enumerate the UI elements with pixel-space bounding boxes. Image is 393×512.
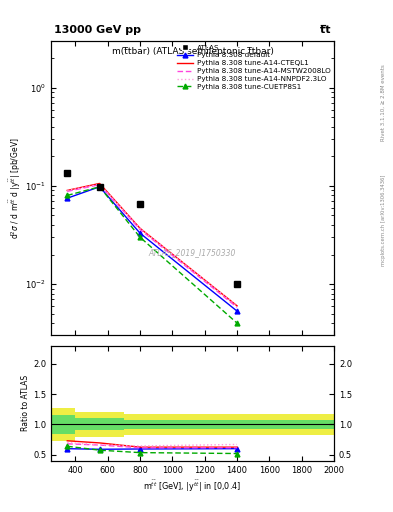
Y-axis label: Ratio to ATLAS: Ratio to ATLAS bbox=[21, 375, 30, 431]
Text: 13000 GeV pp: 13000 GeV pp bbox=[54, 25, 141, 35]
Legend: ATLAS, Pythia 8.308 default, Pythia 8.308 tune-A14-CTEQL1, Pythia 8.308 tune-A14: ATLAS, Pythia 8.308 default, Pythia 8.30… bbox=[176, 43, 332, 91]
Text: m(t̅tbar) (ATLAS semileptonic t̅tbar): m(t̅tbar) (ATLAS semileptonic t̅tbar) bbox=[112, 47, 274, 56]
Y-axis label: d$^2\sigma$ / d m$^{\bar{t}\bar{t}}$ d |y$^{\bar{t}\bar{t}}$| [pb/GeV]: d$^2\sigma$ / d m$^{\bar{t}\bar{t}}$ d |… bbox=[7, 137, 23, 239]
Text: mcplots.cern.ch [arXiv:1306.3436]: mcplots.cern.ch [arXiv:1306.3436] bbox=[381, 175, 386, 266]
Text: ATLAS_2019_I1750330: ATLAS_2019_I1750330 bbox=[149, 248, 236, 258]
Text: t̅t: t̅t bbox=[321, 25, 331, 35]
X-axis label: m$^{\bar{t}\bar{t}}$ [GeV], |y$^{\bar{t}\bar{t}}$| in [0,0.4]: m$^{\bar{t}\bar{t}}$ [GeV], |y$^{\bar{t}… bbox=[143, 479, 242, 495]
Text: Rivet 3.1.10, ≥ 2.8M events: Rivet 3.1.10, ≥ 2.8M events bbox=[381, 64, 386, 141]
